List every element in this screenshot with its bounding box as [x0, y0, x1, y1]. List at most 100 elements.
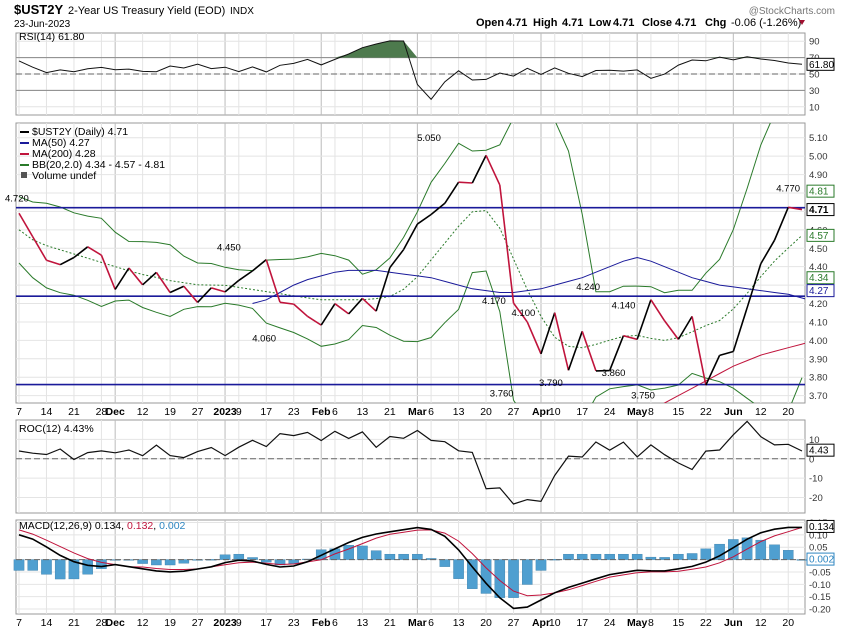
macd-legend-value: ,	[153, 520, 159, 532]
header-date: 23-Jun-2023	[14, 19, 71, 30]
price-segment	[361, 297, 377, 312]
price-segment	[663, 320, 680, 340]
price-annotation: 4.770	[776, 184, 800, 195]
value-badge-label: 4.34	[809, 273, 829, 284]
value-badge-label: 0.002	[809, 555, 834, 566]
x-tick-label: 6	[428, 406, 434, 418]
price-segment	[788, 206, 803, 211]
y-tick-label: 4.00	[809, 336, 828, 347]
x-tick-label: 23	[288, 617, 300, 629]
x-tick-label: 20	[782, 617, 794, 629]
x-tick-label: 27	[508, 406, 520, 418]
x-tick-label: 7	[16, 617, 22, 629]
price-segment	[59, 256, 75, 266]
symbol-name: 2-Year US Treasury Yield (EOD)	[68, 5, 225, 17]
macd-histogram-bar	[343, 545, 354, 560]
x-tick-label: 27	[192, 406, 204, 418]
y-tick-label: 50	[809, 70, 820, 81]
x-tick-label: 24	[604, 617, 616, 629]
legend-entry: MA(50) 4.27	[32, 137, 90, 149]
legend-entry: MA(200) 4.28	[32, 148, 96, 160]
price-annotation: 4.100	[512, 308, 536, 319]
macd-histogram-bar	[673, 553, 684, 560]
x-tick-label: 10	[549, 617, 561, 629]
down-arrow-icon	[799, 20, 805, 25]
x-tick-label: 14	[41, 406, 53, 418]
x-tick-label: 22	[700, 406, 712, 418]
macd-histogram-bar	[261, 559, 272, 563]
price-segment	[746, 263, 762, 309]
macd-histogram-bar	[219, 554, 231, 560]
y-tick-label: -0.05	[809, 567, 831, 578]
x-tick-label: 9	[236, 406, 242, 418]
price-segment	[334, 303, 350, 315]
y-tick-label: 0.10	[809, 530, 828, 541]
x-tick-label: 2023	[213, 617, 237, 629]
price-segment	[183, 285, 199, 303]
x-tick-label: 10	[549, 406, 561, 418]
macd-histogram-bar	[604, 553, 615, 560]
price-segment	[444, 181, 460, 204]
y-tick-label: 5.10	[809, 133, 828, 144]
price-annotation: 5.050	[417, 133, 441, 144]
macd-legend-label: MACD(12,26,9)	[19, 520, 95, 532]
price-segment	[458, 181, 473, 184]
macd-legend-value: 0.132	[127, 520, 153, 532]
legend-entry: Volume undef	[32, 170, 96, 182]
price-segment	[46, 259, 61, 266]
price-segment	[279, 301, 294, 305]
x-tick-label: 19	[164, 617, 176, 629]
y-tick-label: 4.20	[809, 299, 828, 310]
price-annotation: 4.140	[612, 301, 636, 312]
price-segment	[471, 154, 487, 184]
x-tick-label: 19	[164, 406, 176, 418]
x-tick-label: 23	[288, 406, 300, 418]
price-annotation: 3.790	[539, 378, 563, 389]
x-tick-label: 22	[700, 617, 712, 629]
price-segment	[402, 223, 419, 250]
symbol-title: $UST2Y	[14, 2, 63, 17]
macd-histogram-bar	[151, 559, 162, 566]
y-tick-label: 3.70	[809, 391, 828, 402]
y-tick-label: 3.90	[809, 354, 828, 365]
macd-histogram-bar	[412, 553, 423, 560]
x-tick-label: 13	[357, 406, 369, 418]
price-annotation: 3.750	[631, 390, 655, 401]
y-tick-label: 10	[809, 102, 820, 113]
price-segment	[293, 303, 309, 317]
price-segment	[18, 212, 34, 238]
price-segment	[320, 303, 336, 326]
x-tick-label: 20	[480, 406, 492, 418]
x-tick-label: Feb	[312, 406, 331, 418]
macd-histogram-bar	[384, 553, 396, 560]
x-tick-label: 21	[68, 617, 80, 629]
bb-upper-line	[18, 123, 771, 294]
x-tick-label: 6	[332, 617, 338, 629]
legend-entry: $UST2Y (Daily) 4.71	[32, 126, 128, 138]
exchange-label: INDX	[230, 6, 254, 17]
open-value: 4.71	[506, 17, 527, 29]
bb-lower-line	[18, 262, 803, 403]
price-segment	[73, 246, 89, 259]
value-badge	[806, 228, 835, 242]
price-segment	[567, 331, 583, 371]
macd-legend-value: ,	[121, 520, 127, 532]
x-tick-label: 12	[755, 406, 767, 418]
price-segment	[211, 287, 226, 293]
price-segment	[677, 315, 693, 340]
value-badge	[806, 184, 835, 198]
macd-histogram-bar	[41, 559, 52, 575]
value-badge	[806, 443, 835, 457]
price-segment	[430, 202, 446, 216]
price-segment	[553, 312, 570, 371]
macd-histogram-bar	[618, 553, 629, 560]
x-tick-label: Apr	[532, 617, 550, 629]
price-annotation: 4.060	[252, 333, 276, 344]
price-segment	[623, 334, 638, 341]
x-tick-label: Apr	[532, 406, 550, 418]
macd-legend: MACD(12,26,9) 0.134, 0.132, 0.002	[19, 520, 186, 532]
x-tick-label: 13	[453, 617, 465, 629]
